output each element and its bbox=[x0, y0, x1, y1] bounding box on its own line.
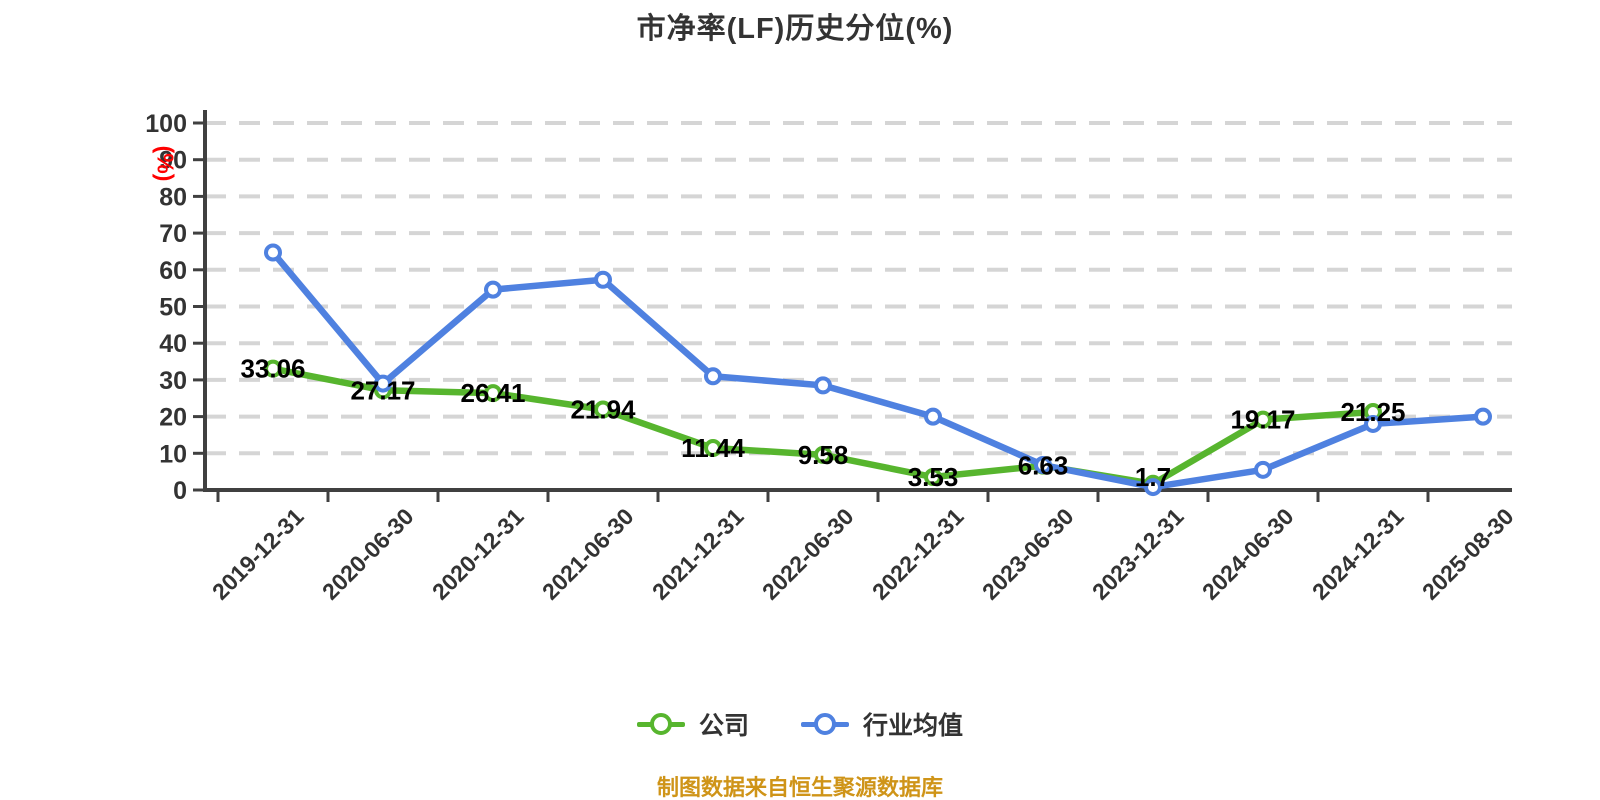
industry-point[interactable] bbox=[1144, 478, 1162, 497]
industry-line bbox=[269, 249, 1487, 491]
x-axis-label: 2022-12-31 bbox=[867, 503, 969, 605]
data-label: 19.17 bbox=[1230, 405, 1295, 435]
y-axis-tick-label: 80 bbox=[159, 183, 187, 211]
company-series-marker-icon bbox=[636, 713, 685, 735]
x-axis-label: 2023-06-30 bbox=[977, 503, 1079, 605]
legend-label-company: 公司 bbox=[698, 712, 749, 740]
y-axis-tick-label: 30 bbox=[159, 367, 187, 395]
legend-label-industry: 行业均值 bbox=[863, 712, 964, 740]
industry-point[interactable] bbox=[1034, 456, 1052, 475]
chart-title: 市净率(LF)历史分位(%) bbox=[636, 13, 954, 45]
company-point[interactable] bbox=[264, 359, 282, 378]
y-axis-tick-label: 100 bbox=[145, 110, 187, 138]
x-axis-label: 2019-12-31 bbox=[207, 503, 309, 605]
x-axis-label: 2023-12-31 bbox=[1087, 503, 1189, 605]
industry-point[interactable] bbox=[1254, 460, 1272, 479]
data-label: 3.53 bbox=[908, 462, 959, 492]
data-label: 27.17 bbox=[350, 375, 415, 405]
company-point[interactable] bbox=[704, 439, 722, 458]
x-axis-label: 2025-08-30 bbox=[1417, 503, 1519, 605]
x-axis-label: 2021-12-31 bbox=[647, 503, 749, 605]
data-label: 26.41 bbox=[460, 378, 525, 408]
data-label: 6.63 bbox=[1018, 451, 1069, 481]
industry-point[interactable] bbox=[924, 407, 942, 426]
x-axis-label: 2021-06-30 bbox=[537, 503, 639, 605]
legend-item-industry[interactable]: 行业均值 bbox=[801, 706, 963, 742]
company-point[interactable] bbox=[1254, 410, 1272, 429]
x-axis-label: 2024-12-31 bbox=[1307, 503, 1409, 605]
data-label: 11.44 bbox=[681, 433, 745, 463]
industry-point[interactable] bbox=[1474, 407, 1492, 426]
industry-point[interactable] bbox=[484, 280, 502, 299]
industry-series-marker-icon bbox=[801, 713, 849, 735]
industry-point[interactable] bbox=[594, 270, 612, 289]
legend: 公司 行业均值 bbox=[0, 706, 1600, 742]
x-axis-label: 2024-06-30 bbox=[1197, 503, 1299, 605]
y-axis-unit-label: (%) bbox=[152, 145, 179, 182]
industry-point[interactable] bbox=[1364, 414, 1382, 433]
data-label: 9.58 bbox=[798, 440, 849, 470]
company-point[interactable] bbox=[924, 468, 942, 487]
data-label: 33.06 bbox=[240, 354, 305, 384]
y-axis-tick-label: 20 bbox=[159, 404, 187, 432]
company-series-dot-icon bbox=[649, 713, 672, 735]
source-caption: 制图数据来自恒生聚源数据库 bbox=[656, 775, 943, 800]
x-axis-label: 2020-12-31 bbox=[427, 503, 529, 605]
industry-point[interactable] bbox=[704, 367, 722, 386]
industry-series-dot-icon bbox=[814, 713, 836, 735]
data-label: 21.94 bbox=[570, 394, 636, 424]
y-axis-tick-label: 0 bbox=[173, 477, 187, 505]
x-axis-label: 2020-06-30 bbox=[317, 503, 419, 605]
y-axis-tick-label: 70 bbox=[159, 220, 187, 248]
industry-point[interactable] bbox=[264, 243, 282, 262]
y-axis-tick-label: 40 bbox=[159, 330, 187, 358]
industry-point[interactable] bbox=[374, 374, 392, 393]
y-axis-tick-label: 50 bbox=[159, 294, 187, 322]
data-label: 21.25 bbox=[1340, 397, 1405, 427]
legend-item-company[interactable]: 公司 bbox=[636, 706, 749, 742]
y-axis-tick-label: 90 bbox=[159, 147, 187, 175]
company-point[interactable] bbox=[594, 400, 612, 419]
data-label: 1.7 bbox=[1135, 462, 1171, 492]
company-point[interactable] bbox=[484, 384, 502, 403]
industry-point[interactable] bbox=[814, 376, 832, 395]
y-axis-tick-label: 60 bbox=[159, 257, 187, 285]
y-axis-tick-label: 10 bbox=[159, 440, 187, 468]
x-axis-label: 2022-06-30 bbox=[757, 503, 859, 605]
company-point[interactable] bbox=[814, 445, 832, 464]
